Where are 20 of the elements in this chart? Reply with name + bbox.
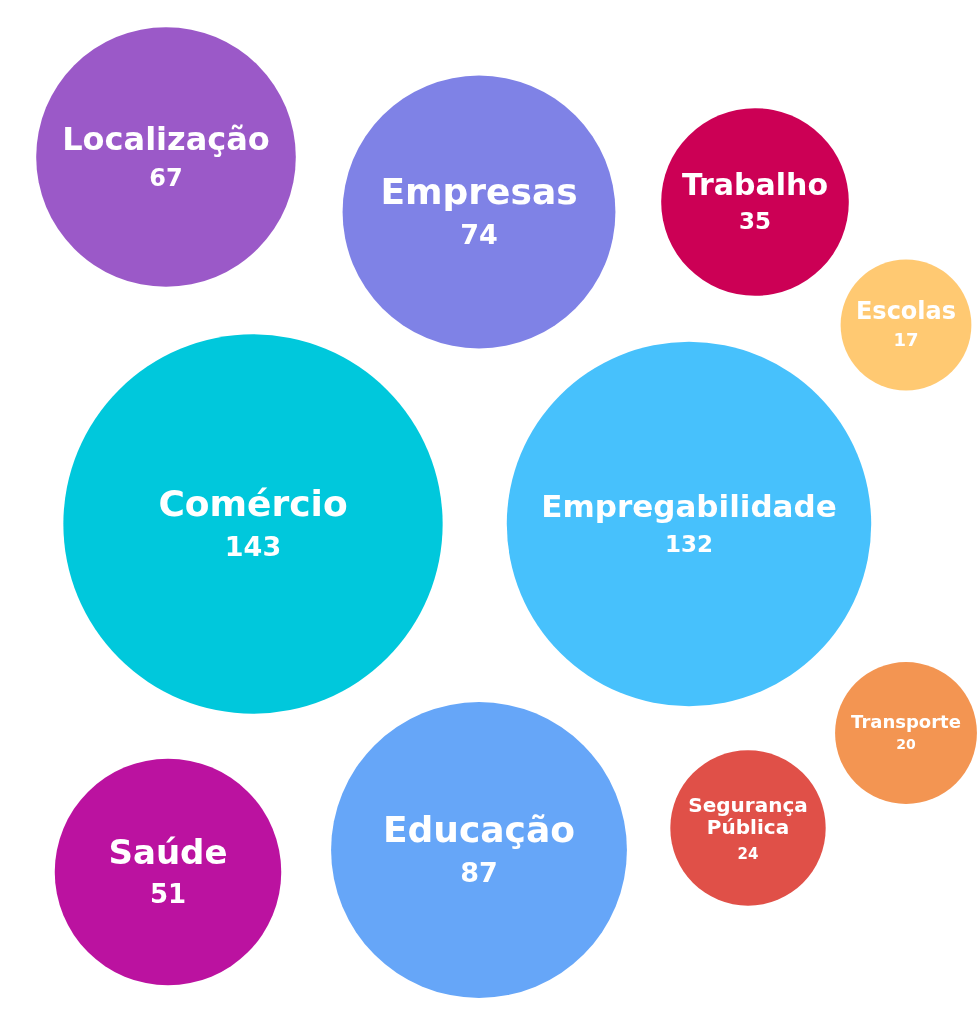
- data-label: 20: [896, 736, 916, 753]
- data-label: 74: [460, 219, 498, 251]
- category-label: Localização: [62, 120, 270, 159]
- category-label: Educação: [383, 809, 575, 851]
- data-label: 35: [738, 208, 772, 235]
- data-label: 67: [149, 163, 183, 192]
- category-label: Empregabilidade: [541, 487, 837, 524]
- category-label: Saúde: [108, 831, 228, 872]
- data-label: 24: [737, 844, 759, 863]
- category-label: Transporte: [851, 711, 961, 733]
- data-label: 17: [893, 329, 919, 351]
- data-label: 132: [664, 530, 714, 557]
- data-label: 87: [460, 857, 498, 889]
- data-label: 143: [224, 531, 282, 563]
- category-label: Comércio: [158, 483, 348, 525]
- category-label: Escolas: [855, 297, 957, 326]
- category-label: Empresas: [380, 171, 578, 213]
- category-label: Trabalho: [681, 166, 829, 202]
- data-label: 51: [149, 879, 187, 909]
- category-label: Segurança Pública: [688, 792, 808, 839]
